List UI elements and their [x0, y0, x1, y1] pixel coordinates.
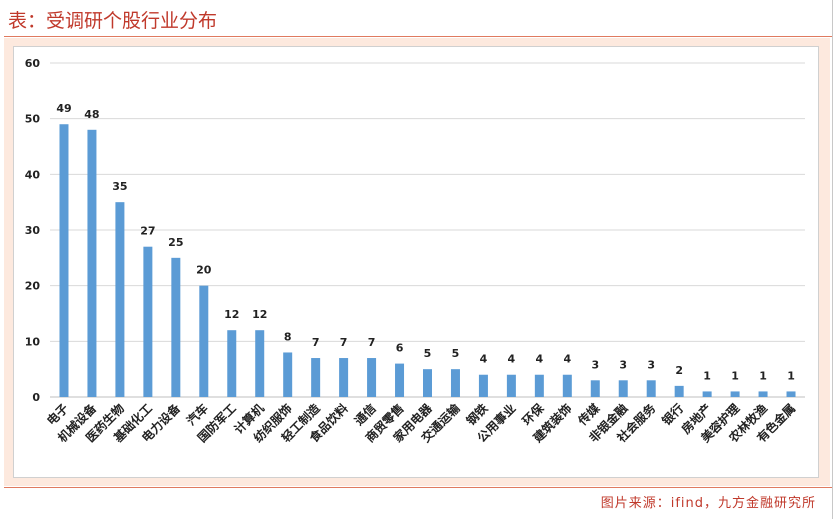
data-label: 4 — [563, 353, 571, 366]
bar-9 — [311, 358, 321, 397]
bar-18 — [562, 374, 572, 397]
bar-1 — [87, 129, 97, 398]
y-tick-label: 30 — [25, 224, 41, 237]
title-divider — [4, 36, 832, 37]
x-axis-ticks: 电子机械设备医药生物基础化工电力设备 汽车国防军工计算机纺织服饰轻工制造食品饮料通… — [44, 400, 799, 446]
data-label: 48 — [84, 108, 99, 121]
bar-7 — [255, 330, 265, 397]
data-label: 12 — [252, 308, 267, 321]
y-tick-label: 10 — [25, 335, 41, 348]
data-label: 7 — [312, 336, 320, 349]
data-label: 8 — [284, 330, 292, 343]
bar-20 — [618, 380, 628, 397]
y-tick-label: 60 — [25, 57, 41, 70]
bar-14 — [450, 369, 460, 397]
data-label-layer: 49 48 35 27 25 20 12 12 8 7 7 7 6 5 5 4 4 4 4 3 3 3 2 1 1 1 1 — [56, 102, 795, 382]
data-label: 3 — [619, 358, 627, 371]
y-tick-label: 20 — [25, 280, 41, 293]
bar-3 — [143, 246, 153, 397]
data-label: 3 — [647, 358, 655, 371]
bar-11 — [367, 358, 377, 397]
y-tick-label: 40 — [25, 168, 41, 181]
bar-23 — [702, 391, 712, 397]
source-divider — [4, 487, 832, 488]
page-edge — [832, 0, 833, 519]
data-label: 4 — [536, 353, 544, 366]
bar-5 — [199, 285, 209, 397]
data-label: 4 — [480, 353, 488, 366]
data-label: 6 — [396, 342, 404, 355]
bar-22 — [674, 385, 684, 397]
bar-10 — [339, 358, 349, 397]
bar-25 — [758, 391, 768, 397]
y-axis-ticks: 0 10 20 30 40 50 60 — [25, 57, 41, 404]
y-tick-label: 0 — [32, 391, 40, 404]
data-label: 4 — [508, 353, 516, 366]
bar-26 — [786, 391, 796, 397]
data-label: 49 — [56, 102, 71, 115]
bar-15 — [478, 374, 488, 397]
data-label: 12 — [224, 308, 239, 321]
data-label: 1 — [787, 369, 795, 382]
bar-4 — [171, 257, 181, 397]
chart-title: 表：受调研个股行业分布 — [8, 10, 218, 32]
bar-13 — [423, 369, 432, 397]
data-label: 1 — [703, 369, 711, 382]
data-label: 1 — [759, 369, 767, 382]
data-label: 5 — [452, 347, 460, 360]
data-label: 2 — [675, 364, 683, 377]
data-label: 3 — [591, 358, 599, 371]
data-label: 5 — [424, 347, 432, 360]
bar-16 — [506, 374, 516, 397]
y-tick-label: 50 — [25, 113, 41, 126]
data-label: 7 — [340, 336, 348, 349]
bar-8 — [283, 352, 293, 397]
bar-2 — [115, 202, 125, 397]
data-label: 1 — [731, 369, 739, 382]
data-label: 35 — [112, 180, 127, 193]
data-label: 25 — [168, 236, 183, 249]
bar-layer — [59, 124, 796, 398]
bar-21 — [646, 380, 656, 397]
bar-0 — [59, 124, 69, 397]
data-label: 27 — [140, 225, 155, 238]
source-note: 图片来源：ifind，九方金融研究所 — [600, 496, 816, 511]
bar-19 — [590, 380, 600, 397]
data-label: 20 — [196, 264, 212, 277]
data-label: 7 — [368, 336, 376, 349]
bar-17 — [534, 374, 544, 397]
bar-6 — [227, 330, 237, 397]
bar-12 — [395, 363, 405, 397]
bar-24 — [730, 391, 740, 397]
